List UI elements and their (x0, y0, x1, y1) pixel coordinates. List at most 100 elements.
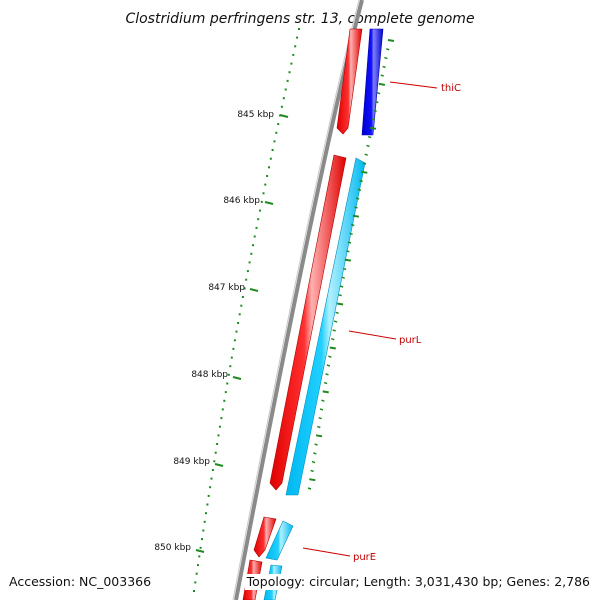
outer-tick (317, 425, 321, 429)
scale-dot (268, 166, 270, 169)
scale-dot (210, 477, 213, 480)
forward-cds-arrow (253, 516, 277, 558)
scale-dot (275, 131, 278, 134)
scale-dot (198, 555, 201, 558)
scale-dot (226, 382, 229, 385)
scale-dot (213, 460, 216, 463)
scale-dot (243, 287, 246, 290)
scale-dot (288, 71, 291, 74)
outer-tick (335, 311, 339, 315)
scale-dot (298, 28, 300, 30)
outer-tick (342, 267, 347, 271)
outer-tick (382, 65, 386, 69)
scale-dot (282, 97, 285, 100)
outer-tick (332, 329, 336, 332)
scale-dot (195, 572, 198, 575)
outer-tick (369, 126, 377, 130)
scale-label: 846 kbp (223, 196, 260, 206)
outer-tick (357, 188, 362, 192)
outer-tick (350, 223, 355, 227)
scale-dot (218, 425, 221, 428)
reverse-cds-arrow (265, 520, 294, 561)
scale-dot (207, 494, 210, 497)
scale-dot (255, 226, 258, 229)
scale-dot (205, 512, 207, 515)
scale-dot (217, 434, 220, 437)
outer-tick (328, 355, 332, 358)
major-tick (214, 463, 224, 467)
scale-dot (271, 149, 274, 151)
scale-dot (241, 296, 244, 298)
outer-tick (315, 434, 323, 438)
scale-dot (286, 79, 289, 82)
scale-dot (277, 123, 280, 126)
scale-dot (240, 304, 243, 307)
outer-tick (361, 170, 368, 174)
reverse-cds-arrow (361, 28, 384, 136)
forward-cds-arrow (269, 154, 347, 491)
outer-tick (326, 364, 331, 367)
scale-dot (199, 546, 202, 549)
outer-tick (322, 390, 329, 394)
scale-dot (246, 270, 249, 273)
outer-tick (341, 276, 345, 279)
reverse-cds-arrow (285, 157, 366, 496)
scale-dot (227, 373, 230, 376)
outer-tick (313, 452, 317, 455)
scale-dot (221, 408, 224, 411)
scale-dot (262, 192, 265, 195)
scale-label: 850 kbp (154, 543, 191, 553)
gene-label-purL: purL (399, 335, 422, 346)
outer-tick (346, 250, 350, 253)
outer-tick (321, 399, 325, 402)
scale-dot (235, 330, 238, 333)
outer-tick (310, 469, 314, 473)
outer-tick (384, 56, 388, 60)
outer-tick (325, 373, 329, 376)
scale-dot (202, 529, 205, 532)
outer-tick (336, 302, 344, 306)
genome-summary: Topology: circular; Length: 3,031,430 bp… (244, 574, 592, 590)
scale-dot (238, 313, 241, 316)
gene-callout-line (348, 330, 397, 340)
gene-label-purE: purE (353, 552, 376, 563)
outer-tick (349, 232, 353, 236)
major-tick (232, 376, 242, 380)
outer-tick (338, 293, 342, 297)
gene-callout-line (302, 547, 351, 557)
outer-tick (380, 74, 384, 77)
outer-tick (339, 285, 344, 288)
outer-tick (354, 206, 358, 209)
outer-tick (311, 460, 316, 464)
outer-tick (362, 162, 367, 165)
major-tick (279, 114, 289, 118)
scale-dot (292, 53, 295, 56)
scale-dot (229, 365, 232, 368)
accession-label: Accession: NC_003366 (7, 574, 154, 590)
outer-tick (333, 320, 338, 323)
scale-dot (259, 209, 261, 212)
scale-tick-row (193, 28, 300, 592)
scale-dot (220, 417, 223, 420)
scale-dot (223, 399, 226, 402)
major-tick (249, 288, 259, 292)
map-title: Clostridium perfringens str. 13, complet… (125, 11, 474, 27)
genome-backbone-highlight (232, 0, 360, 600)
outer-tick-row (307, 39, 395, 490)
major-tick (264, 201, 274, 205)
scale-label: 848 kbp (191, 370, 228, 380)
major-tick (195, 549, 205, 553)
scale-dot (201, 538, 203, 541)
scale-dot (233, 339, 236, 342)
scale-label: 845 kbp (237, 110, 274, 120)
outer-tick (314, 443, 318, 446)
gene-callout-line (389, 81, 438, 89)
scale-dot (260, 200, 263, 203)
scale-dot (252, 244, 254, 247)
outer-tick (371, 118, 376, 121)
scale-dot (193, 590, 195, 592)
scale-dot (280, 105, 283, 108)
outer-tick (344, 258, 351, 262)
scale-dot (224, 391, 227, 394)
